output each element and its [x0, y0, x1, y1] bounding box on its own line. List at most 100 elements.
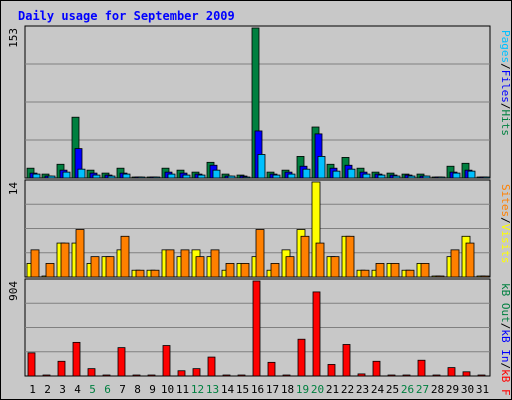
bar-kb-f	[477, 374, 486, 377]
x-tick-label: 28	[431, 383, 444, 396]
bar-pages	[92, 174, 101, 179]
bar-pages	[62, 171, 71, 179]
bar-kb-f	[222, 374, 231, 377]
legend-item: Visits	[499, 224, 512, 264]
legend: kB Out/kB In/kB F	[499, 283, 512, 396]
x-tick-label: 11	[176, 383, 189, 396]
chart-title: Daily usage for September 2009	[18, 9, 235, 23]
bar-sites	[180, 249, 190, 278]
x-tick-label: 26	[401, 383, 414, 396]
bar-sites	[210, 249, 220, 278]
bar-pages	[302, 168, 311, 179]
bar-sites	[165, 249, 175, 278]
x-tick-label: 14	[221, 383, 235, 396]
bar-pages	[257, 154, 266, 179]
x-tick-label: 19	[296, 383, 309, 396]
legend-item: Hits	[499, 110, 512, 137]
bar-pages	[407, 175, 416, 179]
panel-kbytes: 904 kB Out/kB In/kB F	[7, 278, 512, 396]
bar-sites	[240, 263, 250, 278]
bar-kb-f	[162, 345, 171, 377]
x-tick-label: 10	[161, 383, 174, 396]
bar-pages	[437, 176, 446, 179]
bar-pages	[137, 176, 146, 179]
x-tick-label: 21	[326, 383, 339, 396]
bar-sites	[360, 269, 370, 278]
bar-sites	[45, 263, 55, 278]
legend-item: kB Out	[499, 283, 512, 323]
bar-kb-f	[117, 347, 126, 377]
legend-separator: /	[499, 323, 512, 330]
bar-kb-f	[462, 371, 471, 377]
x-tick-label: 23	[356, 383, 369, 396]
x-tick-label: 7	[119, 383, 126, 396]
bar-kb-f	[147, 374, 156, 377]
bar-kb-f	[57, 360, 66, 377]
bar-sites	[330, 256, 340, 278]
x-tick-label: 13	[206, 383, 219, 396]
x-tick-label: 25	[386, 383, 399, 396]
x-tick-label: 8	[134, 383, 141, 396]
bar-pages	[107, 175, 116, 179]
x-tick-label: 3	[59, 383, 66, 396]
bar-pages	[227, 175, 236, 179]
x-tick-label: 27	[416, 383, 429, 396]
bar-kb-f	[192, 368, 201, 377]
bar-sites	[300, 235, 310, 278]
bar-kb-f	[327, 364, 336, 377]
x-tick-label: 1	[29, 383, 36, 396]
bar-kb-f	[312, 291, 321, 377]
bar-sites	[345, 235, 355, 278]
bar-kb-f	[177, 370, 186, 377]
x-axis-labels: 1 2 3 4 5 6 7 8 9 10 11 12 13 14 15 16 17 18 19 20 21 22 23 24 2…	[29, 383, 489, 396]
bar-kb-f	[267, 361, 276, 377]
bar-sites	[105, 256, 115, 278]
legend-separator: /	[499, 363, 512, 370]
bar-pages	[197, 174, 206, 179]
legend-item: kB F	[499, 369, 512, 396]
bar-pages	[212, 169, 221, 179]
bar-kb-f	[87, 368, 96, 377]
bar-pages	[47, 175, 56, 179]
bar-pages	[347, 168, 356, 179]
bar-sites	[270, 263, 280, 278]
bar-pages	[422, 175, 431, 179]
x-tick-label: 30	[461, 383, 474, 396]
x-tick-label: 2	[44, 383, 51, 396]
x-tick-label: 9	[149, 383, 156, 396]
bar-kb-f	[402, 374, 411, 377]
bar-sites	[405, 269, 415, 278]
x-tick-label: 4	[74, 383, 81, 396]
bar-sites	[195, 256, 205, 278]
bar-kb-f	[132, 374, 141, 377]
panel-hits-files-pages: 153 Pages/Files/Hits	[7, 25, 512, 179]
bar-sites	[150, 269, 160, 278]
bar-sites	[255, 229, 265, 278]
x-tick-label: 15	[236, 383, 249, 396]
bar-kb-f	[207, 356, 216, 377]
bar-sites	[120, 235, 130, 278]
y-max-label: 14	[7, 182, 20, 196]
bar-kb-f	[447, 367, 456, 377]
bar-sites	[375, 263, 385, 278]
legend-separator: /	[499, 63, 512, 70]
legend-item: Files	[499, 70, 512, 103]
x-tick-label: 22	[341, 383, 354, 396]
x-tick-label: 24	[371, 383, 385, 396]
x-tick-label: 18	[281, 383, 294, 396]
bar-kb-f	[387, 374, 396, 377]
x-tick-label: 6	[104, 383, 111, 396]
y-max-label: 904	[7, 281, 20, 301]
bar-kb-f	[282, 374, 291, 377]
bar-pages	[482, 176, 491, 179]
bar-sites	[75, 229, 85, 278]
x-tick-label: 20	[311, 383, 324, 396]
bar-sites	[315, 242, 325, 278]
bar-sites	[135, 269, 145, 278]
bar-sites	[390, 263, 400, 278]
bar-kb-f	[27, 352, 36, 377]
bar-pages	[182, 174, 191, 179]
legend-item: kB In	[499, 329, 512, 362]
legend-item: Sites	[499, 184, 512, 217]
